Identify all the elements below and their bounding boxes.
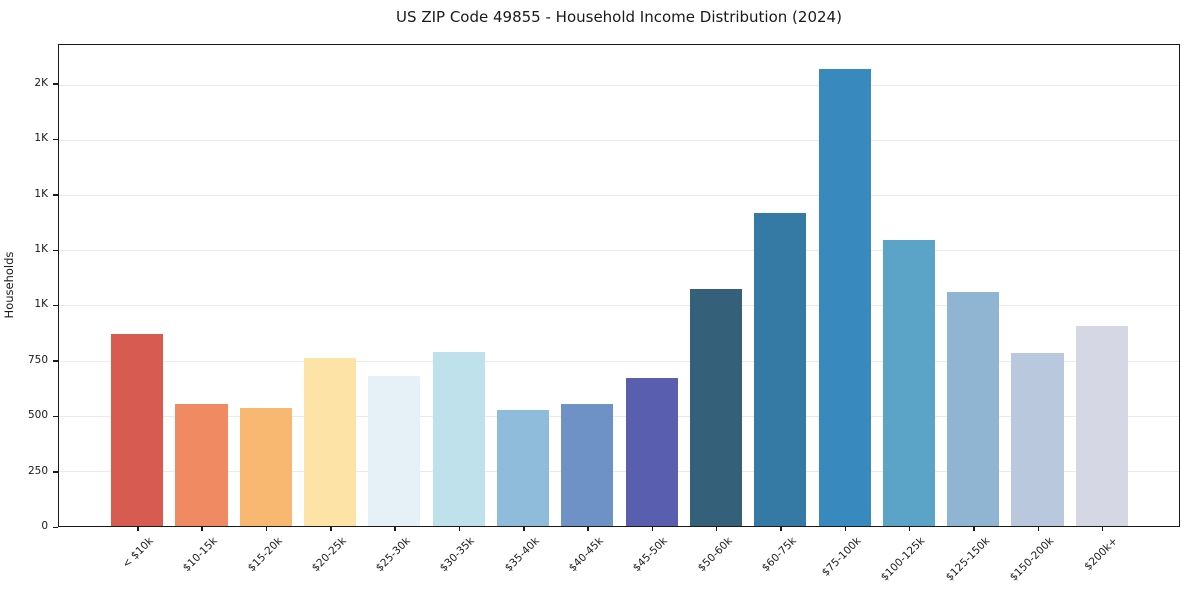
bar-slot: $150-200k <box>1005 45 1069 584</box>
bar-row: < $10k $10-15k $15-20k $20-25k $25-30k $30-35… <box>59 45 1179 584</box>
y-axis-tick-gutter: 0 250 500 750 1K 1K 1K 1K 2K <box>0 44 58 532</box>
bar-$15-20k <box>239 407 292 526</box>
bar-slot: < $10k <box>105 45 169 571</box>
bar-slot: $20-25k <box>298 45 362 574</box>
x-tick-mark <box>523 526 525 531</box>
x-tick-label: < $10k <box>120 535 156 571</box>
x-tick-label: $15-20k <box>245 535 285 575</box>
y-tick-mark <box>53 138 58 141</box>
x-tick-mark <box>265 526 268 531</box>
x-tick-mark <box>908 526 911 531</box>
bar-slot: $100-125k <box>877 45 941 584</box>
x-tick-mark <box>973 526 975 531</box>
bar-slot: $30-35k <box>427 45 491 574</box>
x-tick-label: $150-200k <box>1007 535 1057 584</box>
x-tick-label: $125-150k <box>943 535 992 584</box>
bar-$25-30k <box>368 375 421 526</box>
x-tick-mark <box>651 526 654 531</box>
x-tick-label: $200k+ <box>1082 535 1121 573</box>
bar-slot: $10-15k <box>169 45 233 574</box>
bar-slot: $200k+ <box>1070 45 1134 573</box>
bar-$200k+ <box>1075 326 1128 526</box>
y-tick-label: 1K <box>34 298 48 311</box>
bar-$150-200k <box>1011 352 1064 526</box>
bar-slot: $60-75k <box>748 45 812 574</box>
bar-< $10k <box>111 334 164 526</box>
y-tick-label: 1K <box>34 187 48 200</box>
plot-area: < $10k $10-15k $15-20k $20-25k $25-30k $30-35… <box>58 44 1180 584</box>
x-tick-mark <box>330 526 332 531</box>
chart-title: US ZIP Code 49855 - Household Income Dis… <box>396 8 842 26</box>
y-tick-label: 500 <box>27 409 48 422</box>
x-tick-label: $25-30k <box>373 535 413 575</box>
bar-$40-45k <box>561 403 614 526</box>
bar-$50-60k <box>689 288 742 526</box>
bar-$45-50k <box>625 378 678 526</box>
x-tick-label: $20-25k <box>309 535 349 575</box>
x-tick-label: $75-100k <box>819 535 864 579</box>
gridline <box>59 305 1179 307</box>
gridline <box>59 84 1179 86</box>
x-tick-mark <box>780 526 782 531</box>
gridline <box>59 195 1179 197</box>
y-tick-label: 2K <box>34 76 48 89</box>
x-tick-mark <box>844 526 847 531</box>
x-tick-label: $60-75k <box>759 535 799 575</box>
bar-slot: $40-45k <box>555 45 619 574</box>
y-tick-mark <box>53 526 58 528</box>
gridline <box>59 139 1179 141</box>
gridline <box>59 250 1179 252</box>
bar-slot: $125-150k <box>941 45 1005 584</box>
bar-slot: $15-20k <box>234 45 298 574</box>
y-tick-label: 0 <box>41 520 48 532</box>
gridline <box>59 360 1179 362</box>
bar-slot: $50-60k <box>684 45 748 574</box>
x-tick-label: $30-35k <box>438 535 478 575</box>
gridline <box>59 470 1179 472</box>
x-tick-mark <box>458 526 461 531</box>
y-tick-label: 1K <box>34 243 48 256</box>
x-tick-label: $100-125k <box>878 535 928 584</box>
bar-$100-125k <box>882 240 935 526</box>
y-tick-mark <box>53 360 58 362</box>
x-tick-mark <box>1037 526 1040 531</box>
x-tick-label: $50-60k <box>695 535 735 575</box>
y-tick-label: 750 <box>27 353 48 366</box>
y-tick-mark <box>53 304 58 307</box>
bar-slot: $45-50k <box>620 45 684 574</box>
bar-$10-15k <box>175 404 228 526</box>
bar-$125-150k <box>947 292 1000 526</box>
y-tick-mark <box>53 194 58 196</box>
bar-slot: $75-100k <box>812 45 876 579</box>
bar-$35-40k <box>496 409 550 526</box>
bar-$30-35k <box>432 352 485 526</box>
y-tick-mark <box>53 415 58 418</box>
bar-$75-100k <box>818 69 871 526</box>
gridline <box>59 415 1179 417</box>
bar-$60-75k <box>754 212 807 526</box>
x-tick-mark <box>1101 526 1104 531</box>
y-tick-label: 1K <box>34 132 48 145</box>
x-tick-mark <box>201 526 203 531</box>
x-tick-label: $45-50k <box>631 535 671 575</box>
x-tick-mark <box>137 526 139 531</box>
x-tick-label: $40-45k <box>566 535 606 575</box>
y-tick-label: 250 <box>27 464 48 477</box>
y-tick-mark <box>53 471 58 473</box>
x-tick-mark <box>715 526 718 531</box>
x-tick-label: $10-15k <box>180 535 220 575</box>
bar-slot: $25-30k <box>362 45 426 574</box>
y-tick-mark <box>53 83 58 85</box>
y-tick-mark <box>53 249 58 252</box>
x-tick-mark <box>394 526 396 531</box>
bar-slot: $35-40k <box>491 45 555 574</box>
bar-$20-25k <box>304 358 357 526</box>
x-tick-label: $35-40k <box>502 535 542 575</box>
x-tick-mark <box>587 526 589 531</box>
